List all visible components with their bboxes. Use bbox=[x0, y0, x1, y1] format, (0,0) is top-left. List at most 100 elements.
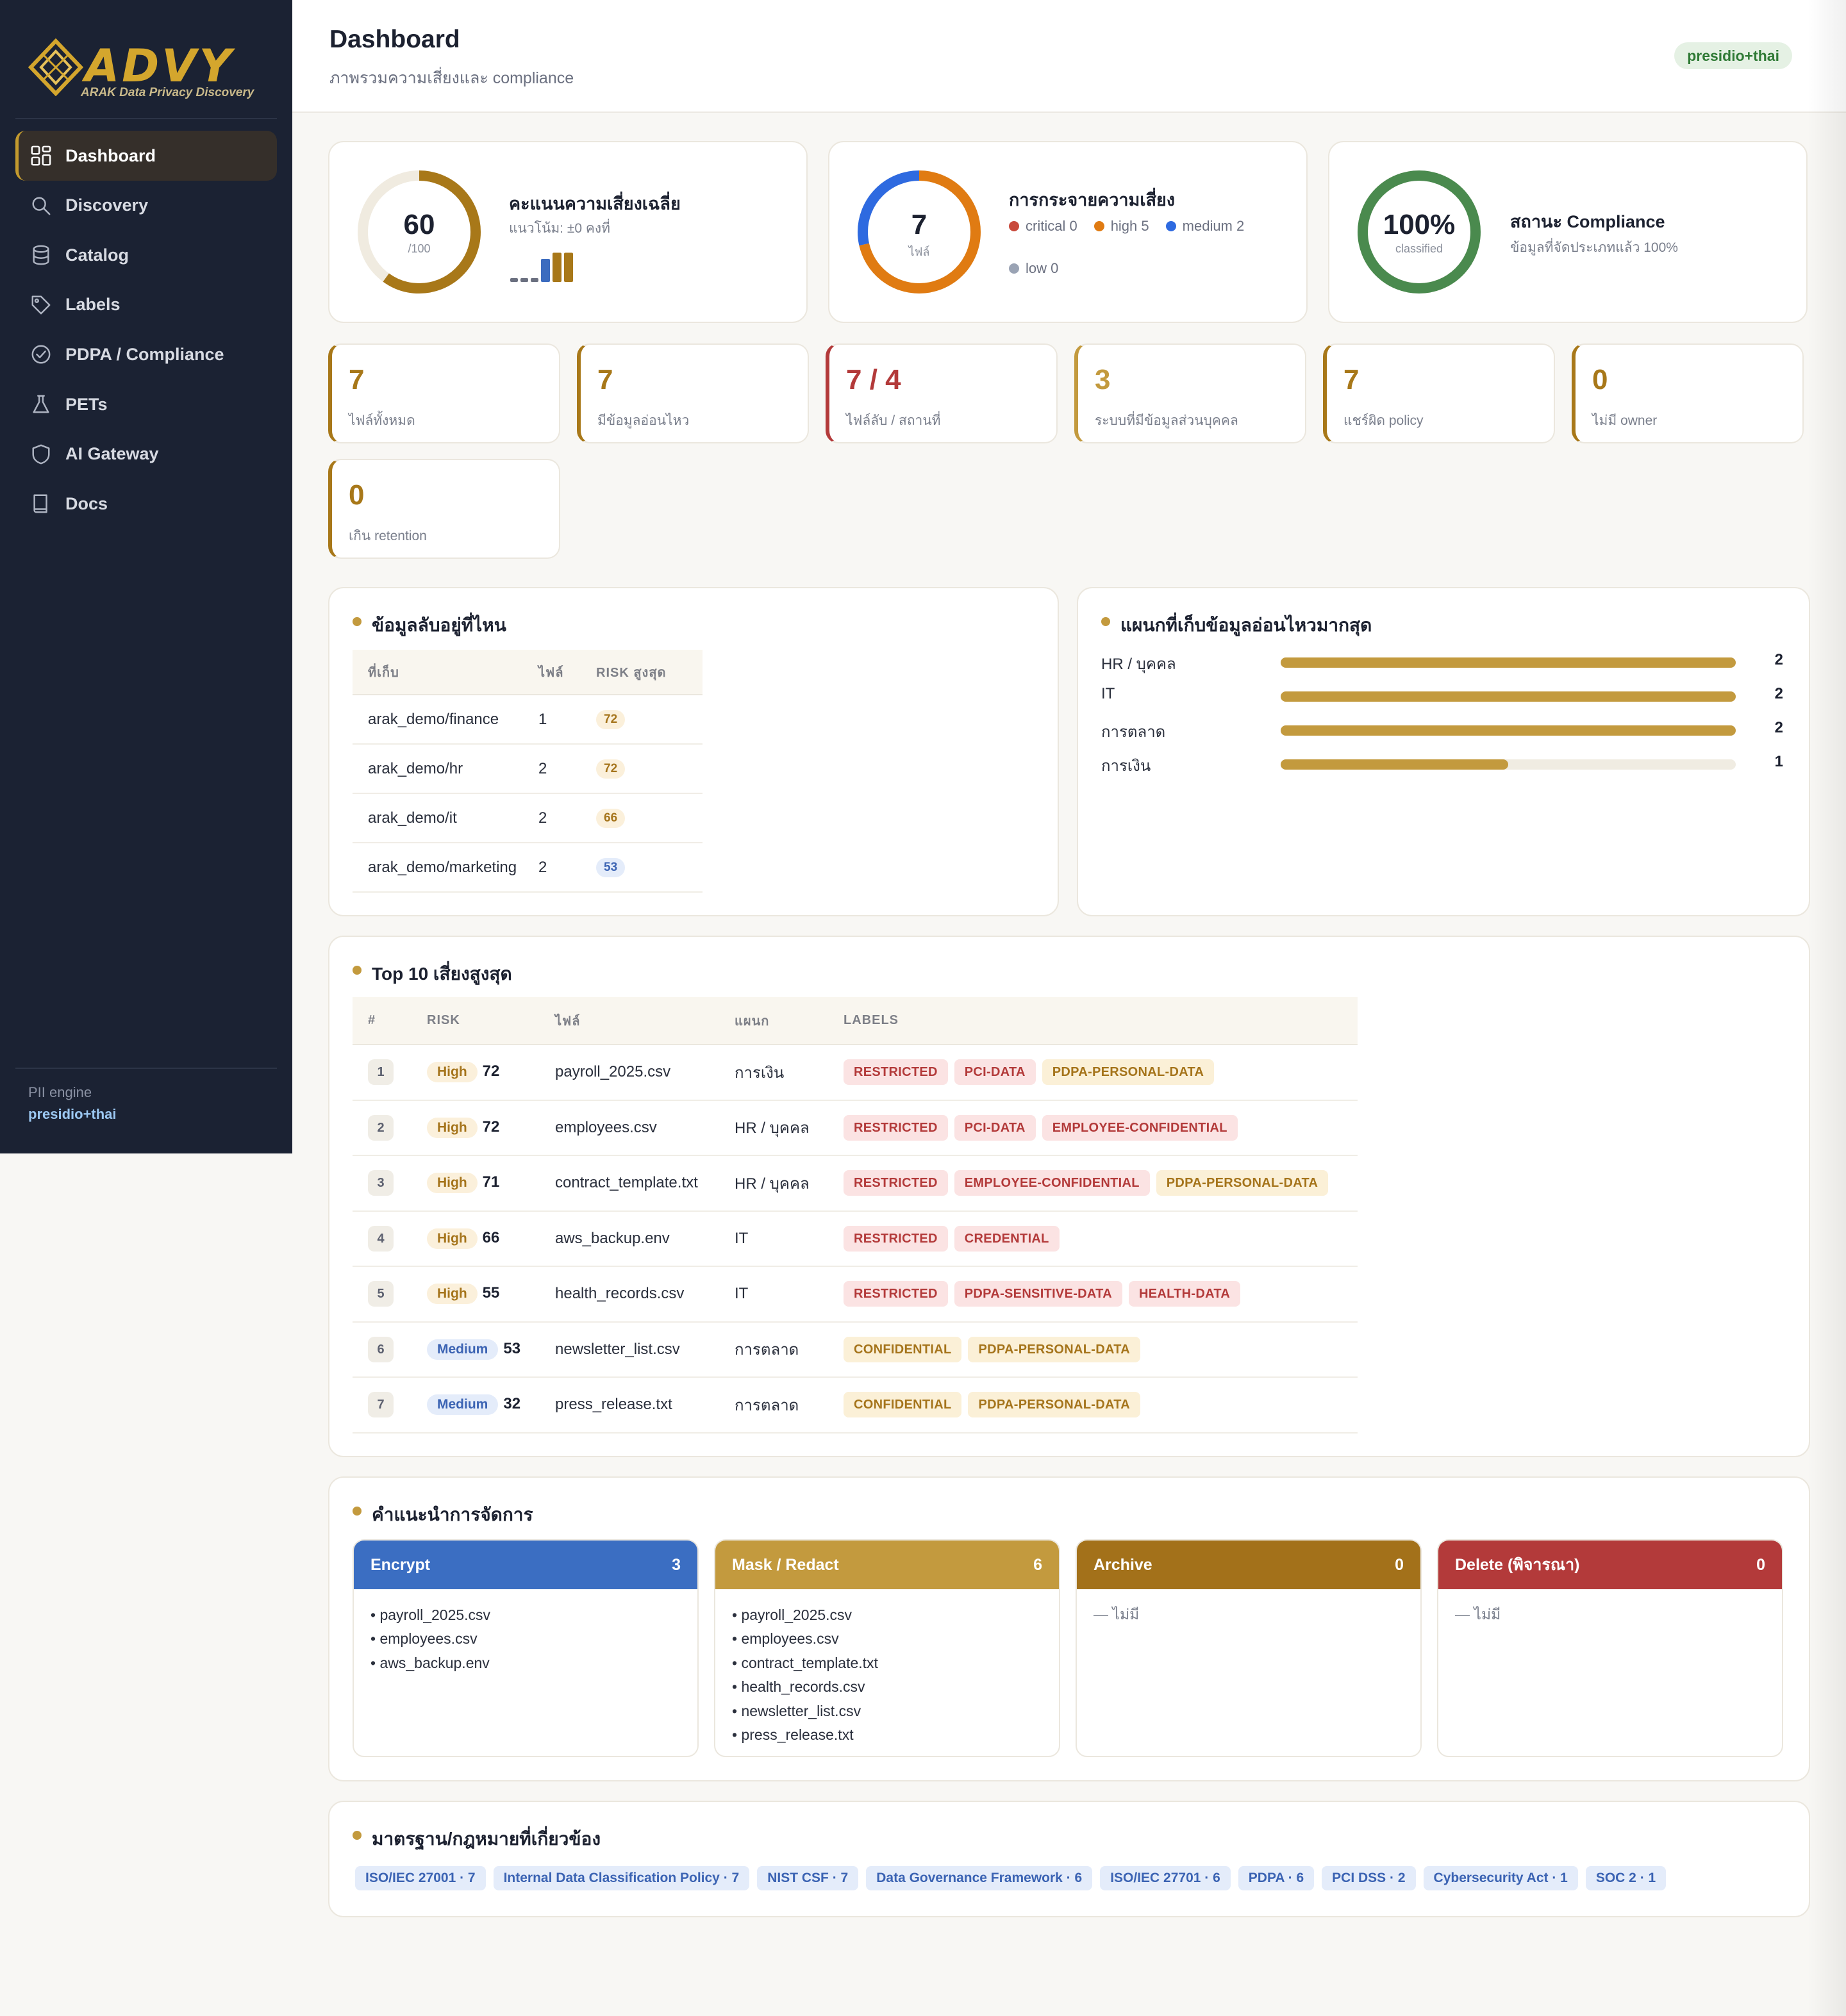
list-item: • press_release.txt bbox=[732, 1726, 854, 1744]
file-name: aws_backup.env bbox=[555, 1210, 735, 1267]
label-tag[interactable]: PCI-DATA bbox=[954, 1114, 1036, 1141]
location-risk-cell: 53 bbox=[596, 843, 703, 893]
sidebar-item-discovery[interactable]: Discovery bbox=[15, 181, 277, 231]
stat-value: 3 bbox=[1095, 364, 1111, 395]
department: IT bbox=[735, 1266, 844, 1323]
label-tag[interactable]: RESTRICTED bbox=[844, 1281, 948, 1307]
risk-cell: High 71 bbox=[427, 1155, 555, 1212]
empty-state: — ไม่มี bbox=[1093, 1606, 1140, 1623]
recommendation-mask: Mask / Redact 6 • payroll_2025.csv • employ… bbox=[714, 1539, 1060, 1757]
stat-card[interactable]: 7 แชร์ผิด policy bbox=[1323, 343, 1555, 443]
label-tag[interactable]: PDPA-PERSONAL-DATA bbox=[968, 1392, 1140, 1418]
standard-tag[interactable]: ISO/IEC 27701 · 6 bbox=[1100, 1866, 1231, 1890]
label-tag[interactable]: RESTRICTED bbox=[844, 1170, 948, 1196]
rank-badge: 5 bbox=[368, 1281, 394, 1307]
table-row[interactable]: arak_demo/finance 1 72 bbox=[353, 695, 703, 745]
table-row[interactable]: arak_demo/marketing 2 53 bbox=[353, 843, 703, 893]
label-tag[interactable]: PCI-DATA bbox=[954, 1059, 1036, 1086]
recommendation-archive: Archive 0 — ไม่มี bbox=[1076, 1539, 1422, 1757]
label-tag[interactable]: HEALTH-DATA bbox=[1128, 1281, 1241, 1307]
risk-distribution-title: การกระจายความเสี่ยง bbox=[1009, 190, 1176, 210]
standard-tag[interactable]: Internal Data Classification Policy · 7 bbox=[493, 1866, 750, 1890]
location-path: arak_demo/it bbox=[353, 793, 538, 843]
sidebar-item-catalog[interactable]: Catalog bbox=[15, 230, 277, 280]
risk-score: 72 bbox=[482, 1118, 500, 1136]
logo-diamond-icon bbox=[28, 38, 83, 96]
table-row[interactable]: 5 High 55 health_records.csv IT RESTRICTED PDP… bbox=[353, 1266, 1358, 1323]
legend-item: high 5 bbox=[1093, 218, 1149, 235]
sidebar-item-labels[interactable]: Labels bbox=[15, 280, 277, 330]
standard-tag[interactable]: PDPA · 6 bbox=[1238, 1866, 1315, 1890]
label-tag[interactable]: RESTRICTED bbox=[844, 1059, 948, 1086]
stat-label: ไฟล์ลับ / สถานที่ bbox=[846, 413, 941, 428]
stat-card[interactable]: 0 เกิน retention bbox=[328, 459, 560, 559]
standard-tag[interactable]: PCI DSS · 2 bbox=[1322, 1866, 1416, 1890]
standard-tag[interactable]: Cybersecurity Act · 1 bbox=[1423, 1866, 1578, 1890]
table-row[interactable]: 7 Medium 32 press_release.txt การตลาด CONFIDE… bbox=[353, 1377, 1358, 1434]
table-row[interactable]: 2 High 72 employees.csv HR / บุคคล RESTRICTED… bbox=[353, 1100, 1358, 1156]
table-row[interactable]: arak_demo/it 2 66 bbox=[353, 793, 703, 843]
stat-card[interactable]: 7 มีข้อมูลอ่อนไหว bbox=[577, 343, 809, 443]
label-tag[interactable]: PDPA-PERSONAL-DATA bbox=[968, 1336, 1140, 1362]
location-file-count: 2 bbox=[538, 793, 596, 843]
stat-value: 7 bbox=[349, 364, 365, 395]
label-tag[interactable]: PDPA-PERSONAL-DATA bbox=[1042, 1059, 1215, 1086]
stat-label: ไม่มี owner bbox=[1592, 413, 1658, 428]
department: HR / บุคคล bbox=[735, 1100, 844, 1156]
label-tag[interactable]: PDPA-SENSITIVE-DATA bbox=[954, 1281, 1122, 1307]
sidebar-item-pdpa-compliance[interactable]: PDPA / Compliance bbox=[15, 329, 277, 379]
stat-card[interactable]: 7 ไฟล์ทั้งหมด bbox=[328, 343, 560, 443]
recommendation-label: Archive bbox=[1093, 1555, 1152, 1574]
stat-card[interactable]: 7 / 4 ไฟล์ลับ / สถานที่ bbox=[826, 343, 1058, 443]
standard-tag[interactable]: SOC 2 · 1 bbox=[1585, 1866, 1667, 1890]
rank-cell: 5 bbox=[353, 1266, 427, 1323]
compliance-detail: ข้อมูลที่จัดประเภทแล้ว 100% bbox=[1510, 240, 1678, 255]
stat-label: แชร์ผิด policy bbox=[1343, 413, 1424, 428]
secret-locations-card: ข้อมูลลับอยู่ที่ไหน ที่เก็บ ไฟล์ RISK สู… bbox=[328, 587, 1059, 916]
risk-trend-sparkbars bbox=[510, 252, 573, 282]
label-tag[interactable]: CONFIDENTIAL bbox=[844, 1336, 962, 1362]
labels-cell: RESTRICTED EMPLOYEE-CONFIDENTIAL PDPA-PERS… bbox=[844, 1155, 1358, 1212]
table-row[interactable]: 3 High 71 contract_template.txt HR / บุคคล RE… bbox=[353, 1155, 1358, 1212]
label-tag[interactable]: RESTRICTED bbox=[844, 1225, 948, 1252]
label-tag[interactable]: PDPA-PERSONAL-DATA bbox=[1156, 1170, 1329, 1196]
risk-cell: High 66 bbox=[427, 1210, 555, 1267]
standard-tag[interactable]: NIST CSF · 7 bbox=[757, 1866, 859, 1890]
sidebar-item-docs[interactable]: Docs bbox=[15, 479, 277, 529]
top-risks-card: Top 10 เสี่ยงสูงสุด # RISK ไฟล์ แผนก LAB… bbox=[328, 936, 1810, 1457]
tag-icon bbox=[29, 293, 53, 317]
sidebar-item-label: Labels bbox=[65, 295, 121, 315]
risk-distribution-total: 7 bbox=[911, 209, 927, 240]
compliance-sub: classified bbox=[1395, 242, 1443, 255]
standard-tag[interactable]: Data Governance Framework · 6 bbox=[866, 1866, 1093, 1890]
label-tag[interactable]: RESTRICTED bbox=[844, 1114, 948, 1141]
sidebar-item-ai-gateway[interactable]: AI Gateway bbox=[15, 429, 277, 479]
department-row: HR / บุคคล 2 bbox=[1101, 651, 1783, 677]
table-row[interactable]: 4 High 66 aws_backup.env IT RESTRICTED CREDENT… bbox=[353, 1210, 1358, 1267]
label-tag[interactable]: CONFIDENTIAL bbox=[844, 1392, 962, 1418]
rank-badge: 7 bbox=[368, 1392, 394, 1418]
label-tag[interactable]: EMPLOYEE-CONFIDENTIAL bbox=[1042, 1114, 1238, 1141]
risk-level-badge: Medium bbox=[427, 1394, 499, 1416]
location-path: arak_demo/finance bbox=[353, 695, 538, 745]
department-bar bbox=[1281, 691, 1736, 702]
file-name: employees.csv bbox=[555, 1100, 735, 1156]
table-row[interactable]: arak_demo/hr 2 72 bbox=[353, 744, 703, 794]
app-logo[interactable]: ADVY ARAK Data Privacy Discovery bbox=[28, 38, 265, 103]
sidebar-item-dashboard[interactable]: Dashboard bbox=[15, 131, 277, 181]
stat-card[interactable]: 0 ไม่มี owner bbox=[1572, 343, 1804, 443]
section-title: คำแนะนำการจัดการ bbox=[353, 1501, 533, 1529]
stat-value: 7 bbox=[1343, 364, 1360, 395]
search-icon bbox=[29, 194, 53, 217]
label-tag[interactable]: CREDENTIAL bbox=[954, 1225, 1060, 1252]
recommendation-count: 0 bbox=[1395, 1555, 1404, 1574]
sidebar-item-pets[interactable]: PETs bbox=[15, 379, 277, 429]
table-row[interactable]: 6 Medium 53 newsletter_list.csv การตลาด CONFI… bbox=[353, 1321, 1358, 1378]
rank-badge: 6 bbox=[368, 1336, 394, 1362]
department: การตลาด bbox=[735, 1377, 844, 1434]
label-tag[interactable]: EMPLOYEE-CONFIDENTIAL bbox=[954, 1170, 1150, 1196]
table-row[interactable]: 1 High 72 payroll_2025.csv การเงิน RESTRICTED… bbox=[353, 1045, 1358, 1101]
standard-tag[interactable]: ISO/IEC 27001 · 7 bbox=[355, 1866, 486, 1890]
stat-card[interactable]: 3 ระบบที่มีข้อมูลส่วนบุคคล bbox=[1074, 343, 1306, 443]
col-header-department: แผนก bbox=[735, 997, 844, 1045]
